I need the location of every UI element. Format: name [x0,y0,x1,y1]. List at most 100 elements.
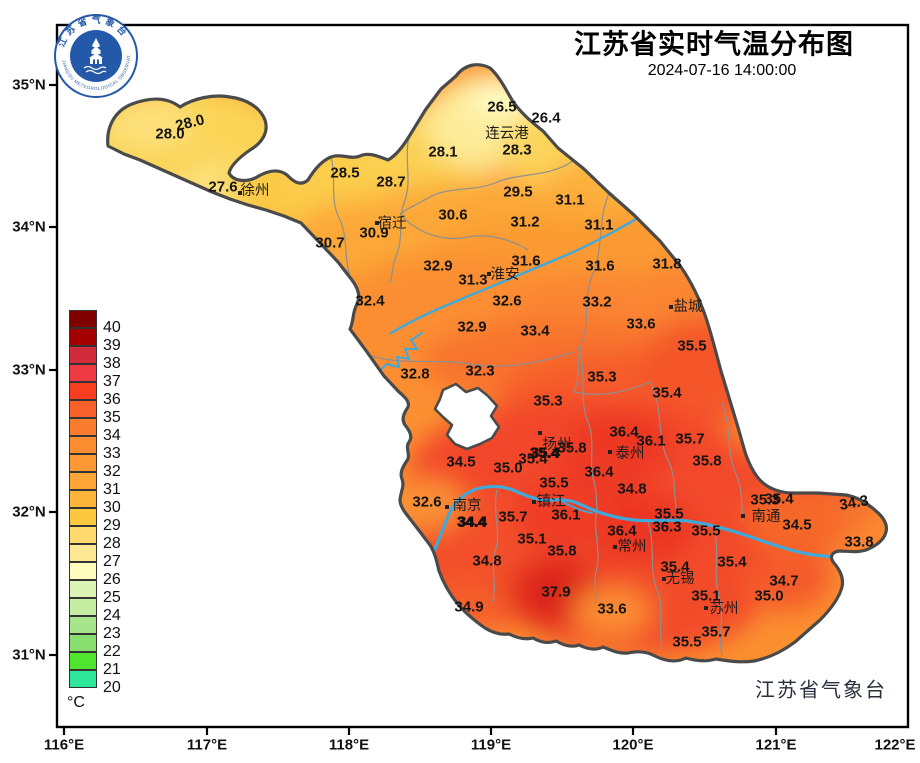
legend-swatch [69,670,97,688]
lon-axis-label: 121°E [755,736,797,754]
temp-label: 35.4 [660,558,690,576]
axis-ticks [49,83,778,735]
lon-axis-label: 116°E [43,736,85,754]
temp-label: 36.3 [652,518,682,536]
legend-value: 25 [103,589,121,606]
legend-swatch [69,400,97,418]
temp-label: 35.3 [587,368,617,386]
logo-pagoda-icon [89,38,103,64]
temp-label: 34.5 [782,516,812,534]
temp-label: 35.5 [539,474,569,492]
lon-axis-label: 118°E [328,736,370,754]
temp-label: 28.3 [502,141,532,159]
out-of-province-wedge [433,382,501,451]
lon-axis-label: 122°E [874,736,916,754]
city-marker [741,514,745,518]
city-label: 南通 [751,508,781,525]
temp-label: 34.5 [446,453,476,471]
temp-label: 36.4 [609,423,639,441]
temp-label: 28.5 [330,164,360,182]
city-marker [608,450,612,454]
temp-label: 31.1 [555,191,585,209]
legend-value: 37 [103,373,121,390]
legend-value: 32 [103,463,121,480]
legend-value: 28 [103,535,121,552]
legend-value: 36 [103,391,121,408]
legend-value: 23 [103,625,121,642]
temp-label: 29.5 [503,183,533,201]
city-marker [613,545,617,549]
temp-label: 35.5 [654,505,684,523]
legend-swatch [69,616,97,634]
legend-swatch [69,418,97,436]
legend-swatch [69,382,97,400]
legend-value: 27 [103,553,121,570]
temp-label: 28.0 [173,111,207,135]
temp-label: 32.9 [423,257,453,275]
city-marker [704,606,708,610]
legend-swatch [69,508,97,526]
temp-label: 33.8 [844,533,874,551]
temp-label: 31.6 [511,252,541,270]
temp-label: 33.6 [626,315,656,333]
temp-label: 34.4 [457,513,487,531]
lat-axis-label: 32°N [12,503,46,521]
temp-label: 31.1 [584,216,614,234]
temp-label: 31.6 [585,257,615,275]
temp-label: 36.1 [636,432,666,450]
legend-swatch [69,328,97,346]
temp-label: 33.4 [520,322,550,340]
legend-value: 33 [103,445,121,462]
city-label: 无锡 [665,570,695,587]
temp-label: 34.8 [617,480,647,498]
temp-label: 33.2 [582,293,612,311]
temp-label: 35.7 [701,623,731,641]
temp-label: 35.5 [672,633,702,651]
legend-swatch [69,364,97,382]
city-label: 镇江 [536,493,566,510]
legend-swatch [69,580,97,598]
province-outline [106,63,889,664]
temp-label: 32.4 [355,292,385,310]
temp-label: 35.4 [652,384,682,402]
temp-label: 35.4 [518,450,548,468]
temp-label: 28.1 [428,143,458,161]
prefecture-borders [330,135,745,657]
legend-swatch [69,526,97,544]
temp-label: 35.0 [493,459,523,477]
temp-label: 35.1 [517,530,547,548]
legend-value: 20 [103,679,121,696]
lat-axis-label: 35°N [12,76,46,94]
temperature-legend: °C 40 39 38 37 36 35 34 33 32 31 30 29 28 27 26 25 24 23 2… [63,306,137,714]
temp-label: 30.9 [359,224,389,242]
legend-swatch [69,490,97,508]
temp-label: 35.1 [691,587,721,605]
temp-label: 35.5 [677,337,707,355]
city-label: 苏州 [709,600,739,617]
legend-value: 22 [103,643,121,660]
lon-axis-label: 117°E [186,736,228,754]
temp-label: 36.4 [584,463,614,481]
city-marker [238,191,242,195]
temp-label: 31.3 [458,271,488,289]
temp-label: 35.7 [675,430,705,448]
temp-label: 31.2 [510,213,540,231]
timestamp: 2024-07-16 14:00:00 [647,62,797,79]
temp-label: 28.0 [155,125,185,143]
city-label: 南京 [452,497,482,514]
city-label: 淮安 [490,266,520,283]
legend-value: 30 [103,499,121,516]
temp-label: 31.8 [652,255,682,273]
lon-axis-label: 119°E [470,736,512,754]
city-marker [487,272,491,276]
legend-swatch [69,634,97,652]
temp-label: 35.4 [530,444,560,462]
temp-label: 32.6 [412,493,442,511]
legend-swatch [69,436,97,454]
temp-label: 34.3 [838,492,870,514]
page-title: 江苏省实时气温分布图 [574,29,854,60]
temp-label: 36.4 [607,522,637,540]
temp-label: 36.1 [551,506,581,524]
